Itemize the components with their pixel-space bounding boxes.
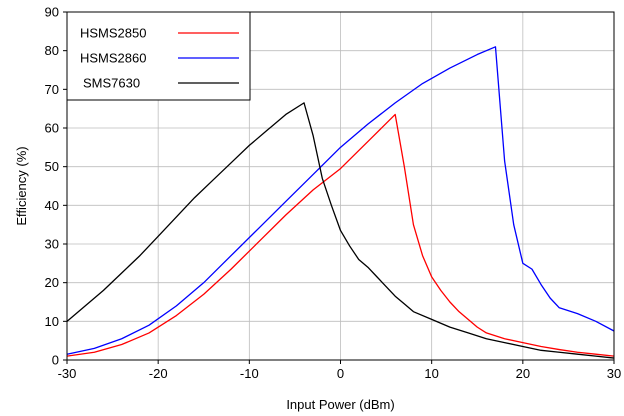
y-tick-label: 90: [45, 5, 59, 20]
y-tick-label: 60: [45, 121, 59, 136]
y-axis-title: Efficiency (%): [14, 146, 29, 225]
y-tick-label: 80: [45, 43, 59, 58]
x-tick-label: 0: [337, 366, 344, 381]
series-line-hsms2850: [66, 113, 615, 357]
x-tick-label: 10: [424, 366, 438, 381]
y-tick-label: 50: [45, 159, 59, 174]
legend-label-hsms2850: HSMS2850: [80, 26, 146, 41]
y-tick-label: 10: [45, 314, 59, 329]
grid: [67, 12, 614, 360]
y-tick-label: 30: [45, 237, 59, 252]
legend-label-hsms2860: HSMS2860: [80, 51, 146, 66]
y-tick-label: 40: [45, 198, 59, 213]
y-tick-label: 70: [45, 82, 59, 97]
x-tick-label: 30: [607, 366, 621, 381]
x-tick-label: -30: [58, 366, 77, 381]
legend: HSMS2850 HSMS2860 SMS7630: [66, 11, 251, 101]
x-tick-label: -10: [240, 366, 259, 381]
y-tick-label: 20: [45, 275, 59, 290]
x-tick-label: 20: [516, 366, 530, 381]
series-line-sms7630: [66, 102, 615, 359]
series-line-hsms2860: [66, 46, 615, 355]
series-layer: [66, 46, 615, 359]
x-axis-title: Input Power (dBm): [286, 397, 394, 412]
y-tick-label: 0: [52, 353, 59, 368]
tick-labels: -30 -20 -10 0 10 20 30 0 10 20 30 40 50 60 70 80 90: [45, 5, 622, 382]
x-tick-label: -20: [149, 366, 168, 381]
legend-label-sms7630: SMS7630: [83, 76, 140, 91]
legend-box: [66, 11, 251, 101]
